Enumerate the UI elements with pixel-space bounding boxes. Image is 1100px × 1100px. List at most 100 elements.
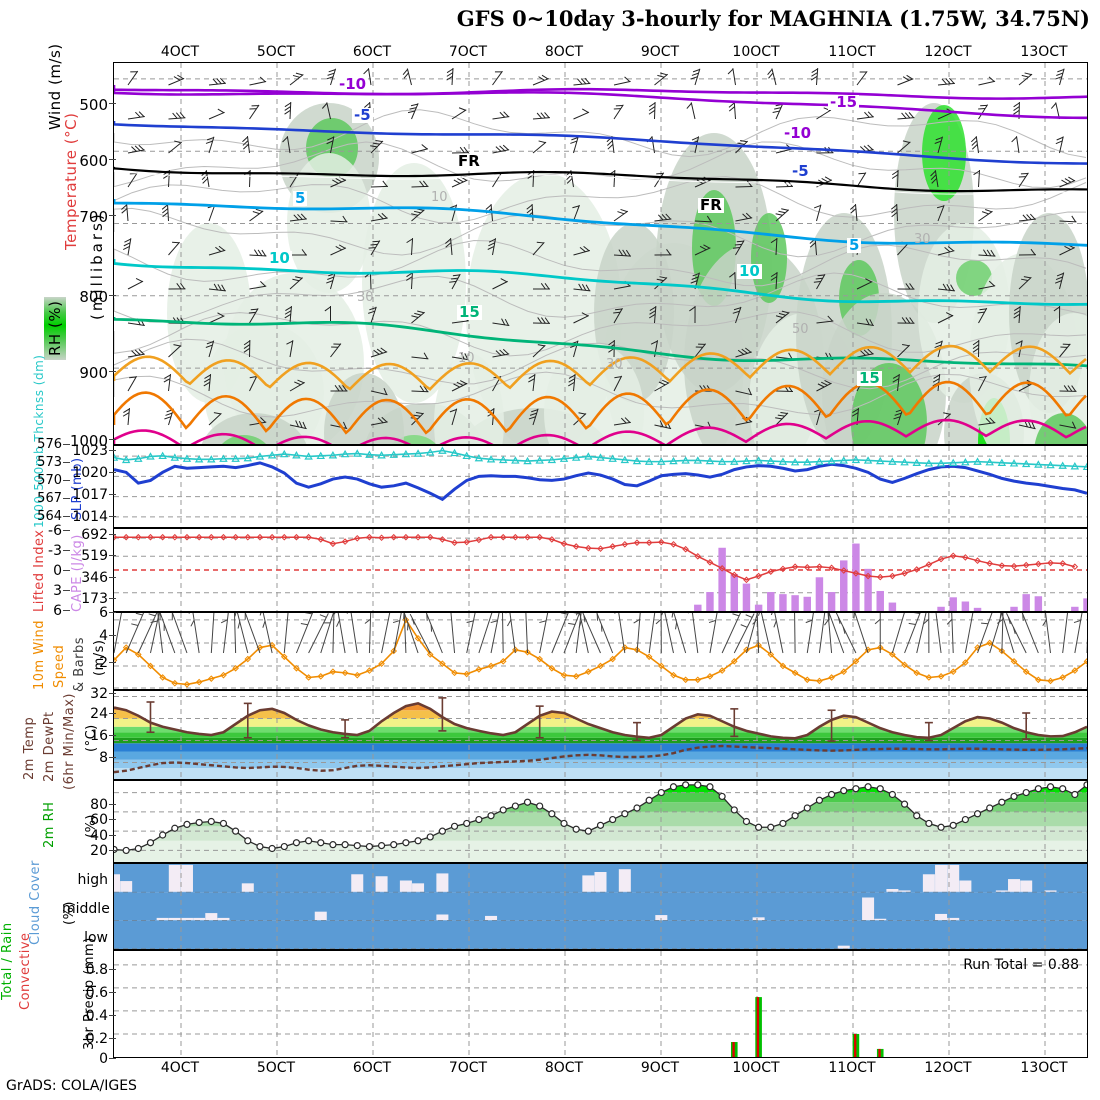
x-tick-6oct: 6OCT — [352, 44, 392, 60]
tick-mark — [109, 635, 116, 636]
x-tick-13oct: 13OCT — [1020, 1060, 1068, 1076]
label-temp2m: 2m Temp — [22, 716, 37, 780]
tick-mark — [63, 550, 70, 551]
tick-mark — [109, 472, 116, 473]
tick-mark — [63, 444, 70, 445]
tick-mark — [109, 1058, 116, 1059]
y-tick-564: 564 — [37, 509, 62, 524]
upper-air-panel — [113, 62, 1088, 445]
tick-mark — [109, 534, 116, 535]
y-tick-06: 0.6 — [85, 985, 108, 1001]
contour-label: 50 — [792, 322, 809, 337]
label-rh2m: 2m RH — [42, 801, 57, 848]
x-tick-13oct: 13OCT — [1020, 44, 1068, 60]
label-rh-units: RH (%) — [44, 296, 66, 360]
contour-label: 10 — [267, 249, 292, 267]
cape-lifted-index-panel — [113, 528, 1088, 612]
contour-label: FR — [456, 152, 482, 170]
tick-mark — [63, 590, 70, 591]
precip-panel: Run Total = 0.88 — [113, 950, 1088, 1058]
tick-mark — [109, 439, 116, 440]
tick-mark — [63, 480, 70, 481]
contour-label: 10 — [737, 262, 762, 280]
tick-mark — [109, 1015, 116, 1016]
tick-mark — [109, 450, 116, 451]
tick-mark — [109, 598, 116, 599]
contour-label: 30 — [914, 232, 931, 247]
contour-label: -5 — [790, 162, 811, 180]
y-tick-08: 0.8 — [85, 962, 108, 978]
tick-mark — [63, 516, 70, 517]
tick-mark — [109, 819, 116, 820]
y-tick-692: 692 — [81, 527, 108, 543]
tick-mark — [109, 713, 116, 714]
label-precip-total: Total / Rain — [0, 922, 15, 1000]
contour-label: 15 — [857, 369, 882, 387]
y-tick-567: 567 — [37, 491, 62, 506]
y-tick-1000: 1000 — [69, 432, 108, 450]
y-tick-700: 700 — [79, 208, 108, 226]
y-tick-24: 24 — [90, 706, 108, 722]
x-tick-5oct: 5OCT — [256, 44, 296, 60]
y-tick-1017: 1017 — [72, 487, 108, 503]
tick-mark — [109, 850, 116, 851]
contour-label: -10 — [782, 124, 814, 142]
tick-mark — [109, 494, 116, 495]
tick-mark — [63, 530, 70, 531]
x-tick-7oct: 7OCT — [448, 1060, 488, 1076]
tick-mark — [63, 498, 70, 499]
contour-label: -5 — [352, 106, 373, 124]
wind10m-panel — [113, 612, 1088, 690]
contour-label: 30 — [606, 357, 623, 372]
x-tick-9oct: 9OCT — [640, 44, 680, 60]
contour-label: -15 — [828, 93, 860, 111]
y-tick-4: 4 — [99, 628, 108, 644]
tick-mark — [109, 735, 116, 736]
tick-mark — [109, 577, 116, 578]
tick-mark — [109, 1038, 116, 1039]
slp-thickness-panel — [113, 445, 1088, 528]
y-tick-2: 2 — [99, 655, 108, 671]
tick-mark — [109, 612, 116, 613]
y-tick-573: 573 — [37, 455, 62, 470]
x-tick-7oct: 7OCT — [448, 44, 488, 60]
x-tick-4oct: 4OCT — [160, 44, 200, 60]
contour-label: 5 — [293, 189, 308, 207]
y-tick-800: 800 — [79, 288, 108, 306]
x-tick-8oct: 8OCT — [544, 44, 584, 60]
contour-label: 5 — [847, 236, 862, 254]
tick-mark — [109, 693, 116, 694]
cloud-row-low: low — [84, 930, 108, 946]
y-tick-570: 570 — [37, 473, 62, 488]
x-tick-11oct: 11OCT — [828, 44, 876, 60]
x-tick-12oct: 12OCT — [924, 44, 972, 60]
tick-mark — [109, 215, 116, 216]
y-tick-04: 0.4 — [85, 1008, 108, 1024]
y-tick-519: 519 — [81, 548, 108, 564]
y-tick-16: 16 — [90, 728, 108, 744]
x-tick-9oct: 9OCT — [640, 1060, 680, 1076]
contour-label: 30 — [357, 290, 374, 305]
y-tick-900: 900 — [79, 364, 108, 382]
x-tick-5oct: 5OCT — [256, 1060, 296, 1076]
y-tick-346: 346 — [81, 570, 108, 586]
tick-mark — [109, 103, 116, 104]
tick-mark — [109, 295, 116, 296]
tick-mark — [109, 804, 116, 805]
credit-label: GrADS: COLA/IGES — [6, 1078, 137, 1094]
contour-label: FR — [698, 196, 724, 214]
y-tick-32: 32 — [90, 686, 108, 702]
y-tick-0: 0 — [53, 563, 62, 579]
page-title: GFS 0~10day 3-hourly for MAGHNIA (1.75W,… — [456, 6, 1090, 31]
y-tick-60: 60 — [90, 812, 108, 828]
y-tick-1020: 1020 — [72, 465, 108, 481]
contour-label: 10 — [431, 190, 448, 205]
x-tick-8oct: 8OCT — [544, 1060, 584, 1076]
y-tick-20: 20 — [90, 843, 108, 859]
y-tick-1023: 1023 — [72, 443, 108, 459]
tick-mark — [109, 516, 116, 517]
y-tick-1014: 1014 — [72, 509, 108, 525]
contour-label: 15 — [457, 303, 482, 321]
run-total-label: Run Total = 0.88 — [963, 957, 1079, 973]
tick-mark — [109, 835, 116, 836]
